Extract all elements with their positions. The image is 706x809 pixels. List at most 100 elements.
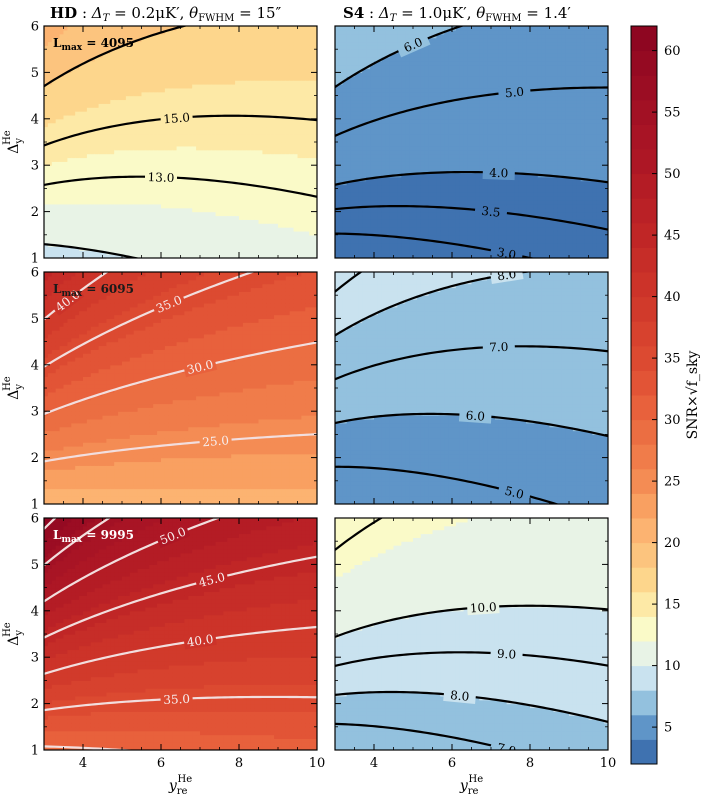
contour-line-13.0 — [44, 175, 317, 198]
y-tick-label: 6 — [31, 20, 39, 35]
filled-field — [335, 26, 608, 258]
y-tick-label: 2 — [31, 697, 39, 712]
contour-label: 10.0 — [469, 600, 497, 616]
contour-label: 8.0 — [496, 267, 517, 284]
y-axis-label: ΔyHe — [2, 376, 25, 400]
y-axis-label: ΔyHe — [2, 622, 25, 646]
x-tick-label: 6 — [448, 756, 456, 771]
contour-label: 45.0 — [197, 570, 226, 590]
filled-field — [44, 272, 317, 504]
y-tick-label: 3 — [31, 405, 39, 420]
contour-panel-6: 7.0 8.0 9.0 10.0 4 6 8 10 yreHe — [334, 517, 616, 797]
contour-line-30.0 — [44, 341, 317, 416]
y-tick-label: 4 — [31, 112, 39, 127]
colorbar-segment — [631, 739, 657, 765]
colorbar-segment — [631, 296, 657, 322]
colorbar-tick-label: 5 — [664, 721, 672, 736]
contour-label: 15.0 — [163, 110, 191, 126]
contour-line-40.0 — [44, 272, 109, 321]
contour-panel-1: 13.0 15.0 1 2 3 4 5 6 Lmax = 4095 ΔyHe — [2, 20, 318, 267]
x-tick-label: 8 — [235, 756, 243, 771]
contour-line-3.0 — [335, 232, 536, 258]
x-tick-label: 6 — [157, 756, 165, 771]
contour-line-25.0 — [44, 433, 317, 463]
colorbar-tick-label: 20 — [664, 536, 681, 551]
colorbar-tick-label: 40 — [664, 290, 681, 305]
contour-line-55.0 — [44, 518, 112, 566]
colorbar-segment — [631, 247, 657, 273]
contour-label: 6.0 — [465, 408, 485, 423]
contour-label: 3.5 — [481, 204, 501, 220]
y-tick-label: 6 — [31, 266, 39, 281]
contour-line-40.0 — [44, 625, 317, 675]
colorbar-segment — [631, 444, 657, 470]
colorbar-tick-label: 35 — [664, 352, 681, 367]
colorbar-tick-label: 55 — [664, 106, 681, 121]
contour-label: 8.0 — [450, 688, 470, 704]
colorbar-segment — [631, 616, 657, 642]
colorbar-segment — [631, 124, 657, 150]
contour-line-4.0 — [335, 170, 608, 186]
contour-line-7.0 — [335, 722, 516, 750]
contour-line-45.0 — [44, 555, 317, 639]
contour-label: 3.0 — [496, 245, 517, 262]
x-tick-label: 8 — [526, 756, 534, 771]
y-tick-label: 1 — [31, 744, 39, 759]
contour-label: 30.0 — [185, 357, 214, 377]
y-tick-label: 3 — [31, 651, 39, 666]
filled-field — [335, 272, 608, 504]
contour-line-9.0 — [335, 651, 608, 667]
colorbar-segment — [631, 518, 657, 544]
contour-panel-4: 5.0 6.0 7.0 8.0 — [334, 267, 609, 505]
y-tick-label: 1 — [31, 498, 39, 513]
colorbar-segment — [631, 395, 657, 421]
colorbar-segment — [631, 567, 657, 593]
contour-line-5.0 — [335, 86, 608, 137]
colorbar-tick-label: 50 — [664, 167, 681, 182]
contour-line-3.5 — [335, 205, 608, 231]
y-tick-label: 5 — [31, 558, 39, 573]
contour-label: 25.0 — [202, 433, 230, 449]
y-tick-label: 5 — [31, 66, 39, 81]
colorbar-segment — [631, 198, 657, 224]
column-titles: HD : ΔT = 0.2μK′, θFWHM = 15″ S4 : ΔT = 1… — [50, 4, 571, 24]
colorbar-segment — [631, 149, 657, 175]
colorbar-tick-label: 10 — [664, 659, 681, 674]
colorbar-segment — [631, 542, 657, 568]
colorbar-segment — [631, 75, 657, 101]
colorbar-segment — [631, 272, 657, 298]
colorbar-segment — [631, 690, 657, 716]
y-tick-label: 5 — [31, 312, 39, 327]
colorbar-label: SNR×√f_sky — [685, 351, 701, 440]
colorbar-tick-label: 30 — [664, 413, 681, 428]
x-axis-label: yreHe — [168, 774, 192, 797]
y-tick-label: 6 — [31, 512, 39, 527]
contour-label: 5.0 — [504, 84, 524, 100]
colorbar-segment — [631, 665, 657, 691]
colorbar-segment — [631, 321, 657, 347]
colorbar-segment — [631, 493, 657, 519]
lmax-annotation: Lmax = 6095 — [53, 282, 134, 299]
y-tick-label: 4 — [31, 358, 39, 373]
contour-label: 35.0 — [163, 692, 190, 707]
y-tick-label: 1 — [31, 252, 39, 267]
x-axis-label: yreHe — [459, 774, 483, 797]
y-tick-label: 3 — [31, 159, 39, 174]
filled-field — [44, 518, 317, 750]
contour-label: 13.0 — [147, 170, 174, 185]
colorbar-tick-label: 45 — [664, 229, 681, 244]
colorbar-segment — [631, 370, 657, 396]
contour-label: 7.0 — [489, 340, 509, 355]
contour-label: 4.0 — [489, 166, 509, 181]
colorbar-segment — [631, 173, 657, 199]
contour-line-7.0 — [335, 345, 608, 381]
x-tick-label: 4 — [370, 756, 378, 771]
colorbar: 5 10 15 20 25 30 35 40 45 50 55 60 SNR×√f_sky — [630, 25, 701, 765]
lmax-annotation: Lmax = 9995 — [53, 528, 134, 545]
colorbar-segment — [631, 50, 657, 76]
contour-line-10.0 — [44, 243, 141, 258]
x-tick-label: 10 — [309, 756, 326, 771]
